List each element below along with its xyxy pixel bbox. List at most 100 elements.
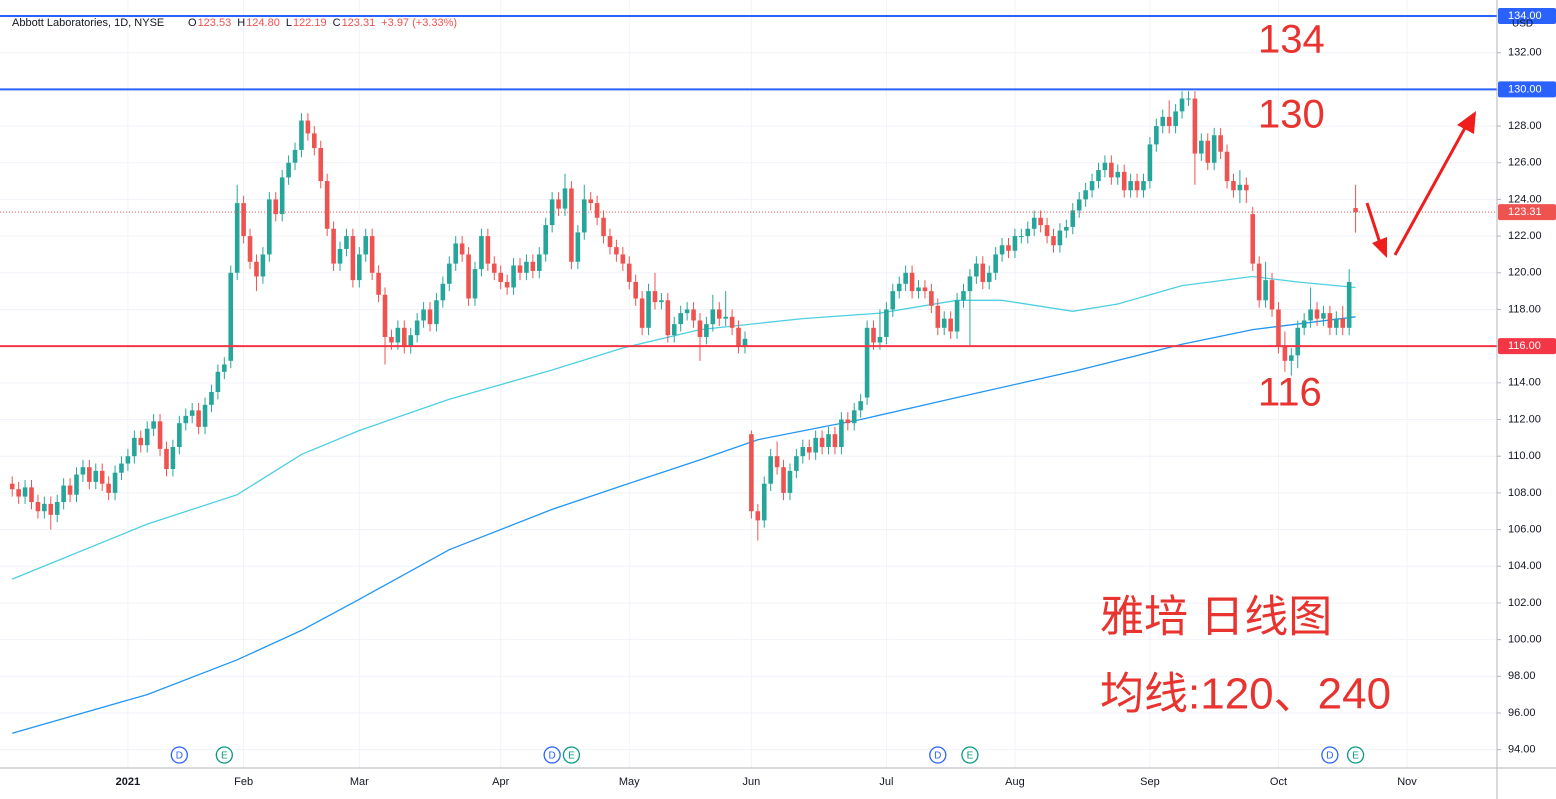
candle-body [1301,320,1307,328]
candle-body [858,401,863,411]
y-tick-label: 128.00 [1508,120,1542,132]
candle-body [562,188,568,209]
candle-body [215,371,221,393]
candle-body [948,318,953,332]
event-marker [562,746,581,764]
candle-body [324,181,330,229]
annotation: 134 [1258,18,1325,62]
candle-body [189,410,195,416]
x-tick-label: Aug [1005,776,1025,788]
y-tick-label: 126.00 [1508,157,1542,169]
candle-body [646,291,651,328]
y-tick-label: 112.00 [1508,413,1541,425]
candle-body [1218,135,1223,152]
x-tick-label: Feb [234,776,253,788]
candle-body [1289,355,1294,361]
candle-body [1256,263,1262,301]
candle-body [1115,171,1121,178]
y-tick-label: 114.00 [1508,377,1541,389]
header-letter: C [333,17,341,29]
candle-body [241,203,246,237]
candle-body [819,437,825,448]
candle-body [35,502,41,512]
candle-body [453,243,459,264]
candle-body [1019,236,1024,238]
candle-body [1186,98,1191,100]
candle-body [331,228,336,264]
candle-body [389,336,394,343]
event-label: D [934,751,941,762]
y-tick-label: 100.00 [1508,634,1542,646]
candle-body [376,272,381,295]
candle-body [1044,225,1050,237]
candle-body [704,324,709,337]
candle-body [884,309,889,337]
candle-body [1109,162,1114,178]
candle-body [652,291,658,303]
event-marker [543,746,561,764]
x-tick-label: May [619,776,640,788]
candle-body [1334,318,1339,328]
price-badge-label: 116.00 [1508,340,1541,352]
candle-body [1160,116,1166,127]
candle-body [318,148,324,182]
x-tick-label: Apr [492,776,509,788]
candle-body [781,467,786,493]
candle-body [254,261,259,277]
candle-body [633,281,638,299]
candle-body [659,300,664,303]
candle-body [485,236,491,264]
candle-body [999,245,1005,255]
candle-body [864,327,870,398]
candle-body [119,463,124,473]
candle-body [1192,98,1198,154]
candle-body [1057,230,1063,246]
candle-body [93,470,99,482]
candle-body [620,254,626,264]
y-tick-label: 102.00 [1508,597,1542,609]
y-tick-label: 94.00 [1508,744,1536,756]
candle-body [337,248,343,264]
y-tick-label: 132.00 [1508,47,1542,59]
candle-body [80,467,86,475]
candle-body [916,287,921,292]
event-marker [961,746,979,764]
candle-body [768,456,773,484]
x-tick-label: Jul [879,776,893,788]
candle-body [48,503,54,515]
candle-body [1340,318,1346,328]
candle-body [851,410,857,424]
candle-body [479,236,484,270]
candle-body [1025,228,1031,237]
candle-body [626,263,632,282]
candle-body [414,320,420,336]
candle-body [665,300,671,336]
arrow-down [1365,202,1387,258]
annotation: 116 [1258,371,1322,415]
x-tick-label: Sep [1140,776,1160,788]
candle-body [99,470,105,484]
candle-body [1276,309,1281,347]
candle-body [742,338,748,347]
candle-body [569,188,574,262]
price-badge [1498,8,1556,25]
candle-body [363,236,369,255]
candle-body [16,489,21,497]
candle-body [22,487,28,497]
annotation: 均线:120、240 [1100,670,1391,719]
candle-body [395,327,401,343]
candle-body [536,254,542,271]
candle-body [967,276,973,292]
candle-body [312,133,317,149]
candle-body [292,149,298,163]
candle-body [736,327,741,347]
candle-body [1064,226,1069,231]
candle-body [871,327,876,343]
candle-body [935,305,941,328]
arrow-up [1393,111,1476,256]
currency: USD [1512,19,1533,30]
candle-body [504,281,510,288]
candle-body [267,199,272,255]
candle-body [286,162,291,178]
candle-body [749,434,754,512]
